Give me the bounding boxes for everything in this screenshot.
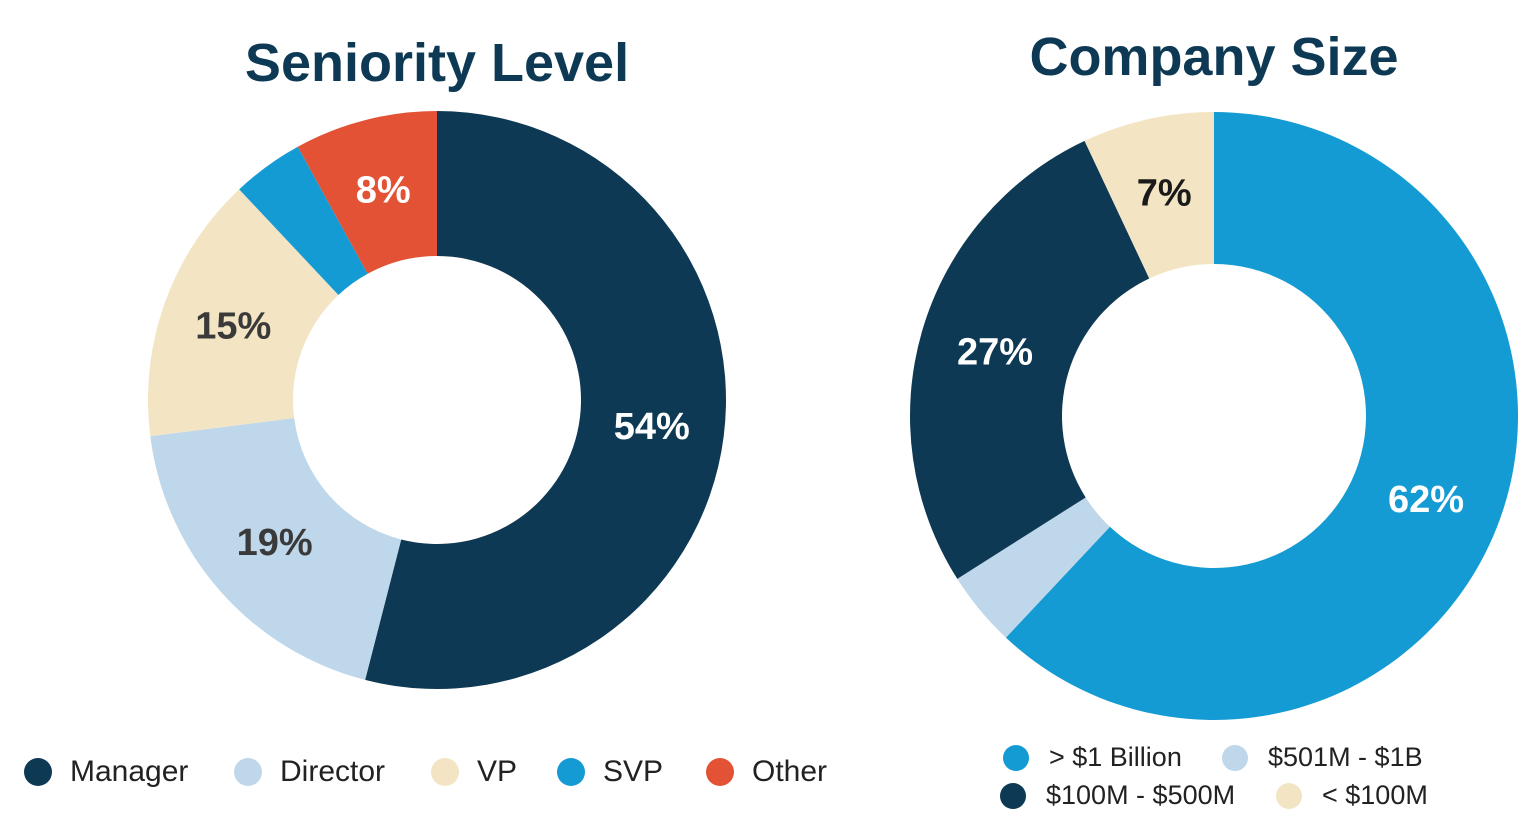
slice-director [150, 418, 402, 680]
data-label: 19% [237, 522, 313, 564]
slice-other [297, 111, 437, 274]
slice-100m-500m [910, 140, 1150, 579]
legend-label: Manager [70, 755, 189, 788]
legend-item: $100M - $500M [1000, 780, 1235, 811]
legend-label: Director [280, 755, 386, 788]
legend-label: Other [752, 755, 828, 788]
legend-label: > $1 Billion [1049, 742, 1182, 772]
slice-1-billion [1005, 112, 1518, 720]
data-label: 15% [195, 306, 271, 348]
data-label: 7% [1137, 172, 1192, 214]
seniority-chart-title: Seniority Level [244, 33, 630, 93]
legend-item: VP [431, 755, 517, 789]
data-label: 27% [957, 331, 1033, 373]
legend-swatch-icon [1276, 782, 1302, 809]
slice-svp [239, 146, 368, 296]
legend-swatch-icon [24, 758, 52, 786]
legend-item: Other [706, 755, 827, 789]
slice-manager [365, 111, 726, 689]
legend-swatch-icon [1003, 744, 1029, 771]
legend-label: VP [477, 755, 518, 788]
data-label: 62% [1388, 479, 1464, 521]
legend-item: > $1 Billion [1003, 742, 1182, 773]
slice-501m-1b [957, 497, 1110, 638]
legend-swatch-icon [431, 758, 459, 786]
legend-swatch-icon [557, 758, 585, 786]
legend-item: Director [234, 755, 385, 789]
legend-label: $100M - $500M [1046, 780, 1236, 810]
legend-item: Manager [24, 755, 188, 789]
legend-label: SVP [603, 755, 664, 788]
company-size-chart-title: Company Size [1029, 27, 1399, 87]
legend-label: < $100M [1322, 780, 1428, 810]
legend-item: SVP [557, 755, 663, 789]
legend-label: $501M - $1B [1268, 742, 1423, 772]
legend-item: < $100M [1276, 780, 1428, 811]
legend-swatch-icon [1222, 744, 1248, 771]
data-label: 54% [614, 406, 690, 448]
data-label: 8% [356, 169, 411, 211]
legend-item: $501M - $1B [1222, 742, 1423, 773]
slice-vp [148, 189, 339, 437]
slice-100m [1084, 112, 1214, 279]
legend-swatch-icon [706, 758, 734, 786]
legend-swatch-icon [234, 758, 262, 786]
legend-swatch-icon [1000, 782, 1026, 809]
